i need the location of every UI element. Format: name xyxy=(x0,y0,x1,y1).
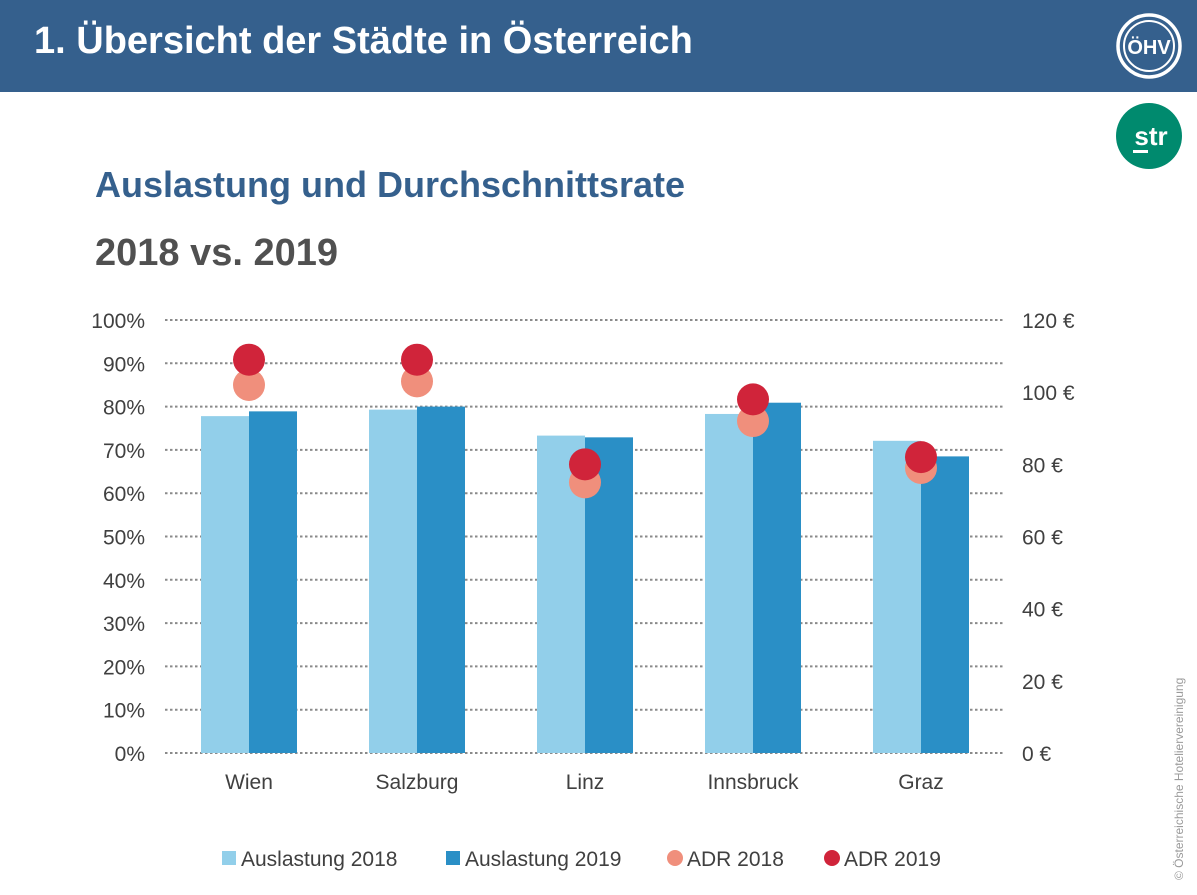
chart-years: 2018 vs. 2019 xyxy=(95,232,339,274)
legend-label: ADR 2018 xyxy=(687,848,784,871)
y-left-tick-label: 20% xyxy=(103,656,145,679)
legend-label: Auslastung 2018 xyxy=(241,848,397,871)
dot-adr-2019 xyxy=(233,343,265,376)
legend-swatch xyxy=(222,851,236,865)
y-left-tick-label: 60% xyxy=(103,483,145,506)
x-category-label: Wien xyxy=(225,771,273,794)
y-right-tick-label: 40 € xyxy=(1022,599,1063,622)
y-right-tick-label: 120 € xyxy=(1022,310,1075,333)
y-right-tick-label: 60 € xyxy=(1022,527,1063,550)
page-title: 1. Übersicht der Städte in Österreich xyxy=(34,20,693,62)
title-bar: 1. Übersicht der Städte in Österreich ÖH… xyxy=(0,0,1197,92)
y-right-tick-label: 80 € xyxy=(1022,454,1063,477)
copyright-notice: © Österreichische Hoteliervereinigung xyxy=(1172,677,1186,880)
x-category-label: Graz xyxy=(898,771,944,794)
ohv-logo: ÖHV xyxy=(1116,13,1182,79)
legend-swatch xyxy=(446,851,460,865)
x-category-label: Linz xyxy=(566,771,605,794)
dot-adr-2019 xyxy=(737,383,769,416)
str-logo: str xyxy=(1116,103,1182,169)
bar-auslastung-2018 xyxy=(705,413,753,753)
x-category-label: Innsbruck xyxy=(707,771,799,794)
bar-auslastung-2018 xyxy=(369,409,417,753)
bar-auslastung-2019 xyxy=(249,411,297,753)
y-right-tick-label: 100 € xyxy=(1022,382,1075,405)
dot-adr-2019 xyxy=(401,343,433,376)
legend-swatch xyxy=(824,850,840,866)
dot-adr-2018 xyxy=(233,368,265,401)
chart-subtitle: Auslastung und Durchschnittsrate xyxy=(95,164,686,205)
dot-adr-2019 xyxy=(905,441,937,474)
bar-auslastung-2018 xyxy=(201,416,249,753)
y-left-tick-label: 70% xyxy=(103,440,145,463)
legend-label: Auslastung 2019 xyxy=(465,848,621,871)
legend-label: ADR 2019 xyxy=(844,848,941,871)
bar-auslastung-2019 xyxy=(417,406,465,753)
bar-auslastung-2019 xyxy=(921,456,969,753)
y-left-tick-label: 80% xyxy=(103,397,145,420)
bar-auslastung-2019 xyxy=(753,402,801,753)
bar-auslastung-2018 xyxy=(873,440,921,753)
y-left-tick-label: 50% xyxy=(103,527,145,550)
y-left-tick-label: 0% xyxy=(115,743,145,766)
svg-text:str: str xyxy=(1134,121,1167,151)
y-left-tick-label: 10% xyxy=(103,700,145,723)
y-left-tick-label: 30% xyxy=(103,613,145,636)
legend-swatch xyxy=(667,850,683,866)
y-left-tick-label: 100% xyxy=(91,310,145,333)
y-left-tick-label: 90% xyxy=(103,353,145,376)
y-right-tick-label: 20 € xyxy=(1022,671,1063,694)
x-category-label: Salzburg xyxy=(376,771,459,794)
y-right-tick-label: 0 € xyxy=(1022,743,1052,766)
y-left-tick-label: 40% xyxy=(103,570,145,593)
svg-text:ÖHV: ÖHV xyxy=(1127,36,1171,59)
dot-adr-2019 xyxy=(569,448,601,481)
